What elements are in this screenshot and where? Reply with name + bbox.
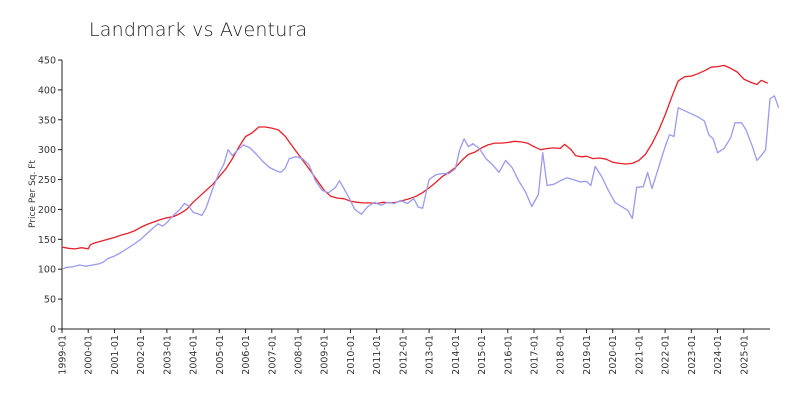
y-tick-label: 450 — [38, 56, 56, 67]
x-tick-label: 2017-01 — [530, 335, 541, 375]
x-tick-label: 2022-01 — [661, 335, 672, 375]
x-tick-label: 2008-01 — [294, 335, 305, 375]
y-tick-label: 300 — [38, 145, 56, 156]
x-tick-label: 2019-01 — [582, 335, 593, 375]
y-tick-label: 350 — [38, 115, 56, 126]
x-tick-label: 2018-01 — [556, 335, 567, 375]
x-tick-label: 2001-01 — [110, 335, 121, 375]
y-tick-label: 50 — [44, 295, 56, 306]
x-tick-label: 2011-01 — [372, 335, 383, 375]
y-tick-label: 100 — [38, 265, 56, 276]
x-tick-label: 2020-01 — [608, 335, 619, 375]
x-tick-label: 1999-01 — [58, 335, 69, 375]
axes: 0 50 100 150 200 250 300 350 400 450 1999-01 2000-0… — [38, 56, 770, 375]
y-tick-label: 400 — [38, 85, 56, 96]
x-tick-label: 2015-01 — [477, 335, 488, 375]
x-tick-label: 2016-01 — [503, 335, 514, 375]
x-tick-label: 2024-01 — [713, 335, 724, 375]
x-tick-label: 2009-01 — [320, 335, 331, 375]
series-line-1 — [61, 64, 769, 250]
x-tick-label: 2014-01 — [451, 335, 462, 375]
x-tick-label: 2004-01 — [189, 335, 200, 375]
chart-title: Landmark vs Aventura — [89, 19, 308, 41]
x-tick-label: 2012-01 — [398, 335, 409, 375]
y-tick-label: 200 — [38, 205, 56, 216]
y-tick-label: 250 — [38, 175, 56, 186]
x-tick-label: 2025-01 — [739, 335, 750, 375]
x-tick-label: 2021-01 — [634, 335, 645, 375]
x-tick-label: 2005-01 — [215, 335, 226, 375]
x-tick-label: 2002-01 — [136, 335, 147, 375]
x-tick-label: 2013-01 — [425, 335, 436, 375]
x-tick-label: 2007-01 — [267, 335, 278, 375]
series-layer — [61, 64, 780, 270]
x-tick-label: 2000-01 — [84, 335, 95, 375]
y-tick-label: 0 — [50, 325, 56, 336]
series-line-2 — [61, 95, 780, 270]
x-tick-label: 2010-01 — [346, 335, 357, 375]
x-tick-label: 2023-01 — [687, 335, 698, 375]
y-axis-label: Price Per Sq. Ft — [28, 160, 38, 228]
y-tick-label: 150 — [38, 235, 56, 246]
x-tick-label: 2006-01 — [241, 335, 252, 375]
x-tick-label: 2003-01 — [162, 335, 173, 375]
